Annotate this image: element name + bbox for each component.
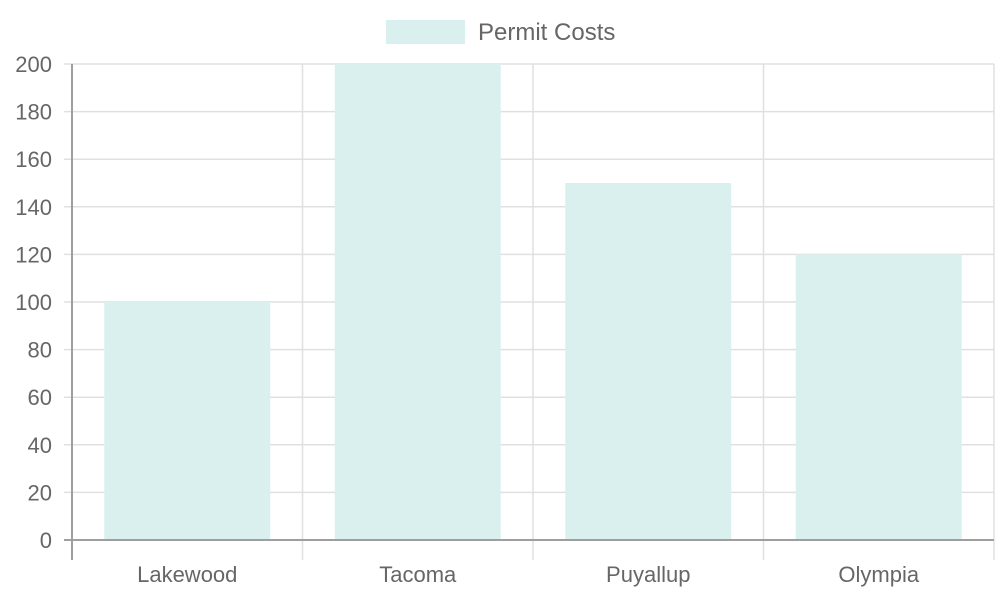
y-tick-label: 200	[15, 52, 52, 77]
x-tick-label: Tacoma	[379, 562, 457, 587]
x-tick-label: Olympia	[838, 562, 919, 587]
x-tick-label: Puyallup	[606, 562, 690, 587]
y-tick-label: 20	[28, 480, 52, 505]
bars-layer	[104, 64, 962, 540]
bar-olympia[interactable]	[795, 254, 962, 540]
legend-label[interactable]: Permit Costs	[478, 19, 615, 46]
y-tick-label: 40	[28, 433, 52, 458]
y-tick-label: 180	[15, 100, 52, 125]
labels-layer: 0 20 40 60 80 100 120 140 160 180 200 Lakewood Tacom…	[15, 52, 920, 587]
y-tick-label: 160	[15, 147, 52, 172]
bar-puyallup[interactable]	[565, 183, 732, 540]
x-tick-label: Lakewood	[137, 562, 237, 587]
legend-swatch[interactable]	[386, 20, 465, 44]
y-tick-label: 140	[15, 195, 52, 220]
y-tick-label: 100	[15, 290, 52, 315]
bar-lakewood[interactable]	[104, 302, 271, 540]
y-tick-label: 80	[28, 338, 52, 363]
bar-tacoma[interactable]	[334, 64, 501, 540]
axes-layer	[64, 64, 994, 560]
y-tick-label: 120	[15, 242, 52, 267]
y-tick-label: 60	[28, 385, 52, 410]
y-tick-label: 0	[40, 528, 52, 553]
legend[interactable]: Permit Costs	[386, 19, 615, 46]
